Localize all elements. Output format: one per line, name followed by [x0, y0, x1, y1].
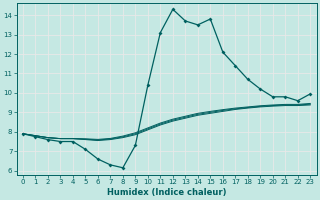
X-axis label: Humidex (Indice chaleur): Humidex (Indice chaleur) [107, 188, 226, 197]
